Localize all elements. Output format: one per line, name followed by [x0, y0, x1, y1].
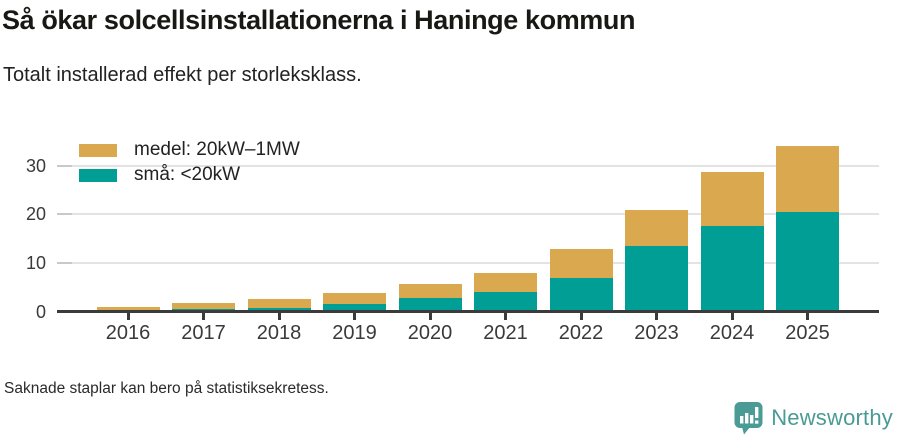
bar-2025-sma — [776, 212, 839, 312]
newsworthy-icon — [734, 401, 763, 435]
x-tick-2022 — [580, 313, 583, 320]
x-tick-2021 — [504, 313, 507, 320]
x-tick-label-2016: 2016 — [88, 322, 168, 345]
legend-label-medel: medel: 20kW–1MW — [134, 143, 300, 157]
x-tick-2016 — [127, 313, 130, 320]
footnote: Saknade staplar kan bero på statistiksek… — [4, 380, 329, 398]
x-tick-2025 — [806, 313, 809, 320]
x-tick-label-2018: 2018 — [239, 322, 319, 345]
gridline-tick-10 — [57, 262, 72, 264]
bar-2025-medel — [776, 146, 839, 212]
x-tick-2024 — [731, 313, 734, 320]
x-tick-2019 — [353, 313, 356, 320]
x-tick-label-2017: 2017 — [164, 322, 244, 345]
bar-2021-medel — [474, 273, 537, 293]
x-axis-line — [57, 310, 879, 313]
gridline-tick-20 — [57, 213, 72, 215]
chart-subtitle: Totalt installerad effekt per storlekskl… — [3, 64, 703, 87]
legend-label-sma: små: <20kW — [134, 168, 240, 182]
bar-2023-sma — [625, 246, 688, 312]
legend-item-sma: små: <20kW — [79, 168, 300, 182]
bar-2018-medel — [248, 299, 311, 308]
x-tick-label-2021: 2021 — [466, 322, 546, 345]
bar-2022-sma — [550, 278, 613, 312]
x-tick-label-2025: 2025 — [768, 322, 848, 345]
bar-2017-medel — [172, 303, 235, 309]
brand-logo: Newsworthy — [734, 401, 893, 435]
x-tick-label-2022: 2022 — [541, 322, 621, 345]
y-tick-label-30: 30 — [26, 157, 46, 175]
brand-name: Newsworthy — [771, 405, 893, 431]
chart-title: Så ökar solcellsinstallationerna i Hanin… — [2, 5, 882, 36]
legend-swatch-sma — [79, 169, 117, 182]
bar-2020-medel — [399, 284, 462, 298]
y-tick-label-20: 20 — [26, 205, 46, 223]
legend-item-medel: medel: 20kW–1MW — [79, 143, 300, 157]
y-tick-label-0: 0 — [36, 303, 46, 321]
bar-2023-medel — [625, 210, 688, 246]
y-tick-label-10: 10 — [26, 254, 46, 272]
x-tick-2020 — [429, 313, 432, 320]
x-tick-2023 — [655, 313, 658, 320]
x-tick-label-2019: 2019 — [315, 322, 395, 345]
x-tick-label-2023: 2023 — [617, 322, 697, 345]
bar-2024-medel — [701, 172, 764, 226]
gridline-tick-30 — [57, 165, 72, 167]
bar-2022-medel — [550, 249, 613, 278]
x-tick-label-2020: 2020 — [390, 322, 470, 345]
legend-swatch-medel — [79, 144, 117, 157]
x-tick-label-2024: 2024 — [692, 322, 772, 345]
bar-2024-sma — [701, 226, 764, 312]
legend: medel: 20kW–1MW små: <20kW — [79, 143, 300, 182]
bar-2019-medel — [323, 293, 386, 304]
x-tick-2018 — [278, 313, 281, 320]
x-tick-2017 — [202, 313, 205, 320]
